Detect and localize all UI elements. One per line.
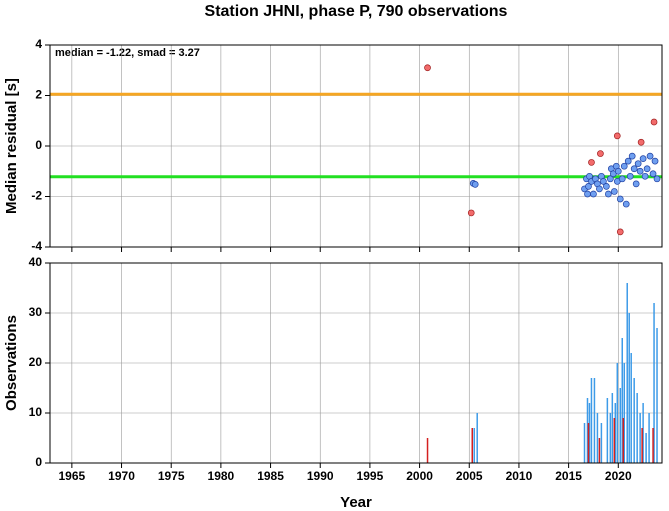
annotation: median = -1.22, smad = 3.27 <box>55 47 200 59</box>
y-tick-label: 10 <box>29 405 43 419</box>
point <box>584 190 591 198</box>
y-tick-label: 2 <box>35 88 42 102</box>
point <box>610 188 618 195</box>
x-tick-label: 1970 <box>108 469 135 483</box>
point <box>590 190 597 198</box>
y-axis-label: Observations <box>3 315 20 411</box>
point <box>653 175 661 183</box>
point <box>643 165 651 173</box>
point <box>424 64 431 72</box>
point <box>605 190 612 198</box>
point <box>471 181 479 188</box>
x-tick-label: 2010 <box>506 469 533 483</box>
plot-frame <box>49 44 663 248</box>
point <box>616 195 624 203</box>
x-tick-label: 2015 <box>555 469 582 483</box>
point <box>588 159 595 166</box>
y-tick-label: -2 <box>31 189 42 203</box>
y-axis-label: Median residual [s] <box>3 78 20 214</box>
x-tick-label: 1975 <box>158 469 185 483</box>
x-tick-label: 1965 <box>59 469 86 483</box>
point <box>622 200 630 208</box>
chart-title: Station JHNI, phase P, 790 observations <box>205 3 508 20</box>
point <box>646 152 654 160</box>
x-tick-label: 1990 <box>307 469 334 483</box>
point <box>620 162 628 170</box>
y-tick-label: -4 <box>31 239 42 253</box>
point <box>585 183 592 190</box>
y-tick-label: 4 <box>35 37 42 51</box>
y-tick-label: 0 <box>35 138 42 152</box>
point <box>614 167 622 175</box>
point <box>618 175 626 183</box>
point <box>603 183 610 190</box>
point <box>634 160 642 168</box>
x-tick-label: 1995 <box>357 469 384 483</box>
point <box>467 209 475 217</box>
point <box>636 167 644 175</box>
point <box>616 228 624 236</box>
point <box>613 132 621 140</box>
x-tick-label: 2005 <box>456 469 483 483</box>
y-tick-label: 20 <box>29 355 43 369</box>
point <box>641 172 649 180</box>
x-axis-label: Year <box>340 494 372 511</box>
x-tick-label: 2000 <box>406 469 433 483</box>
x-tick-label: 1980 <box>208 469 235 483</box>
point <box>637 138 645 146</box>
point <box>628 152 636 160</box>
y-tick-label: 0 <box>35 455 42 469</box>
point <box>632 180 640 188</box>
point <box>649 170 657 178</box>
point <box>651 157 659 165</box>
point <box>600 178 607 185</box>
point <box>597 150 604 157</box>
y-tick-label: 30 <box>29 305 43 319</box>
point <box>596 185 603 193</box>
point <box>650 118 658 126</box>
plot-frame <box>49 262 663 464</box>
x-tick-label: 1985 <box>257 469 284 483</box>
point <box>626 172 634 180</box>
x-tick-label: 2020 <box>605 469 632 483</box>
y-tick-label: 40 <box>29 255 43 269</box>
point <box>630 165 638 173</box>
point <box>639 155 647 162</box>
point <box>624 157 632 165</box>
point <box>606 175 614 183</box>
